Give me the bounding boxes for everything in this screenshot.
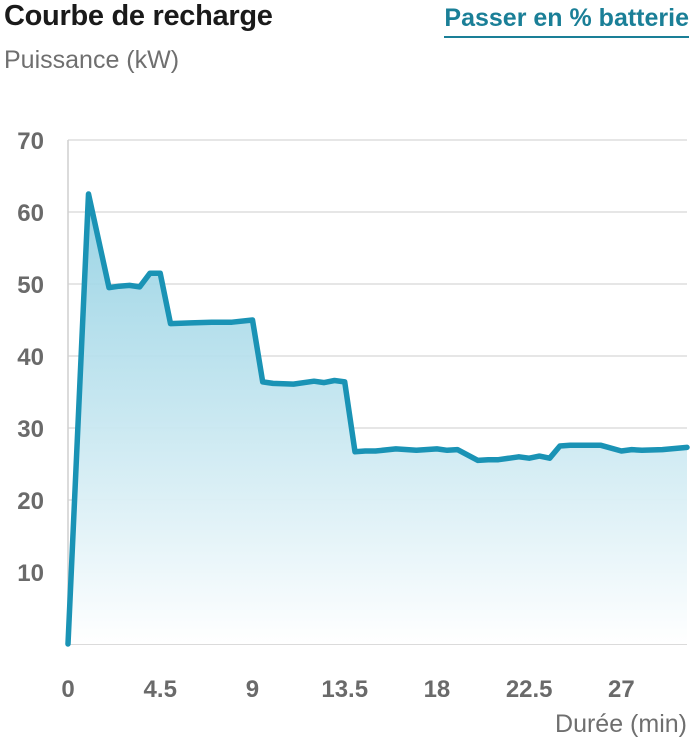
y-tick-label-30: 30	[17, 416, 44, 443]
x-tick-label-22.5: 22.5	[506, 676, 553, 703]
y-axis-label: Puissance (kW)	[4, 46, 180, 74]
x-tick-label-9: 9	[246, 676, 259, 703]
y-tick-label-20: 20	[17, 488, 44, 515]
y-tick-label-70: 70	[17, 128, 44, 155]
x-tick-labels: 0 4.5 9 13.5 18 22.5 27	[61, 676, 634, 703]
page-title: Courbe de recharge	[4, 0, 273, 32]
power-line	[65, 191, 690, 647]
x-tick-label-0: 0	[61, 676, 74, 703]
x-axis-label: Durée (min)	[555, 710, 687, 738]
x-tick-label-4.5: 4.5	[144, 676, 177, 703]
y-tick-label-50: 50	[17, 272, 44, 299]
y-tick-label-60: 60	[17, 200, 44, 227]
y-tick-label-10: 10	[17, 560, 44, 587]
x-tick-label-27: 27	[608, 676, 635, 703]
x-tick-label-18: 18	[424, 676, 451, 703]
y-tick-label-40: 40	[17, 344, 44, 371]
y-tick-labels: 10 20 30 40 50 60 70	[17, 128, 44, 587]
power-area-fill	[68, 194, 687, 644]
x-tick-label-13.5: 13.5	[321, 676, 368, 703]
toggle-battery-percent-link[interactable]: Passer en % batterie	[444, 4, 689, 38]
